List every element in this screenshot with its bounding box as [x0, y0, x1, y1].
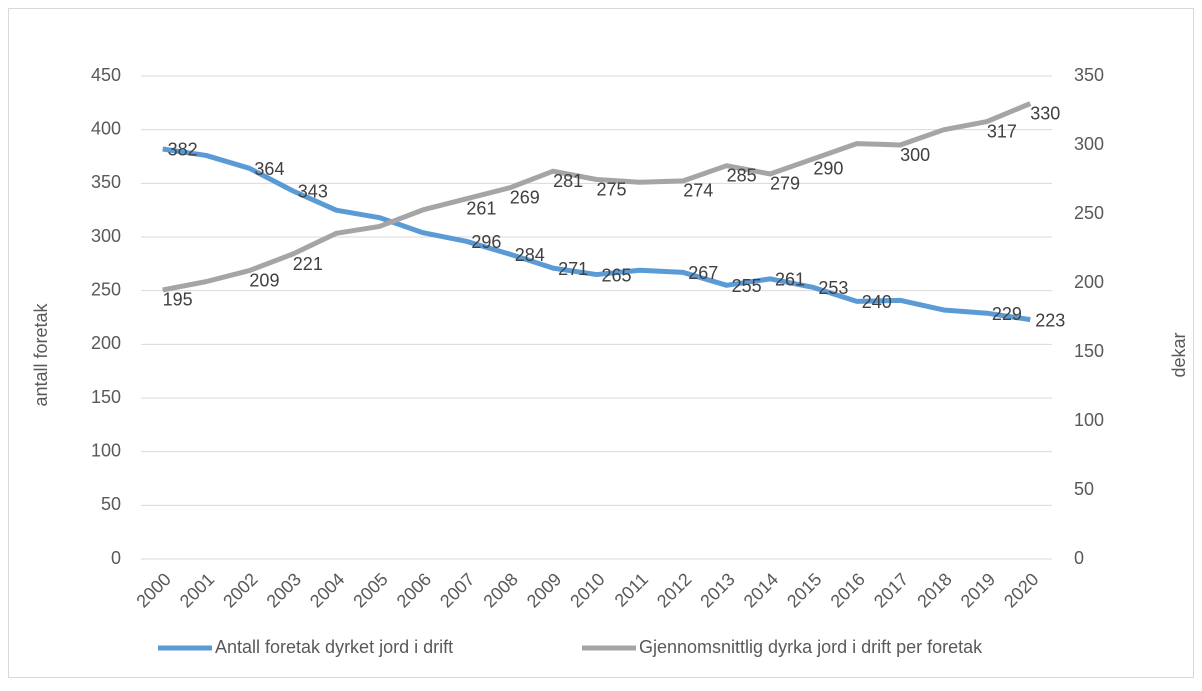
- y-tick-label: 200: [91, 333, 121, 353]
- data-label: 271: [558, 259, 588, 279]
- y2-tick-label: 100: [1074, 410, 1104, 430]
- data-label: 279: [770, 174, 800, 194]
- data-label: 195: [163, 290, 193, 310]
- y2-tick-label: 150: [1074, 341, 1104, 361]
- legend-label: Gjennomsnittlig dyrka jord i drift per f…: [639, 637, 983, 657]
- data-label: 240: [862, 292, 892, 312]
- y-tick-label: 350: [91, 172, 121, 192]
- data-label: 261: [775, 270, 805, 290]
- y-tick-label: 150: [91, 387, 121, 407]
- y-tick-label: 300: [91, 226, 121, 246]
- data-label: 255: [732, 276, 762, 296]
- y-axis-title: antall foretak: [31, 302, 51, 406]
- data-label: 261: [466, 199, 496, 219]
- data-label: 223: [1035, 310, 1065, 330]
- data-label: 343: [298, 182, 328, 202]
- data-label: 382: [168, 140, 198, 160]
- y2-tick-label: 200: [1074, 272, 1104, 292]
- y2-tick-label: 300: [1074, 134, 1104, 154]
- y-tick-label: 100: [91, 440, 121, 460]
- data-label: 275: [596, 179, 626, 199]
- data-label: 269: [510, 188, 540, 208]
- series-line: [162, 146, 1031, 323]
- data-label: 296: [471, 232, 501, 252]
- data-label: 229: [992, 304, 1022, 324]
- data-label: 221: [293, 254, 323, 274]
- data-label: 364: [254, 159, 284, 179]
- data-label: 281: [553, 171, 583, 191]
- y2-tick-label: 50: [1074, 479, 1094, 499]
- data-label: 284: [515, 245, 545, 265]
- y-tick-label: 50: [101, 494, 121, 514]
- data-label: 290: [813, 159, 843, 179]
- data-label: 265: [601, 265, 631, 285]
- data-label: 330: [1030, 103, 1060, 123]
- data-label: 274: [683, 181, 713, 201]
- data-label: 267: [688, 263, 718, 283]
- data-label: 209: [249, 270, 279, 290]
- data-label: 300: [900, 145, 930, 165]
- y-tick-label: 0: [111, 548, 121, 568]
- y2-tick-label: 250: [1074, 203, 1104, 223]
- y-tick-label: 250: [91, 279, 121, 299]
- data-label: 317: [987, 121, 1017, 141]
- series-line: [162, 101, 1032, 293]
- data-label: 253: [818, 278, 848, 298]
- y-tick-label: 450: [91, 65, 121, 85]
- y-tick-label: 400: [91, 118, 121, 138]
- y2-tick-label: 0: [1074, 548, 1084, 568]
- y2-axis-title: dekar: [1169, 332, 1189, 377]
- data-label: 285: [727, 165, 757, 185]
- y2-tick-label: 350: [1074, 65, 1104, 85]
- legend-label: Antall foretak dyrket jord i drift: [215, 637, 453, 657]
